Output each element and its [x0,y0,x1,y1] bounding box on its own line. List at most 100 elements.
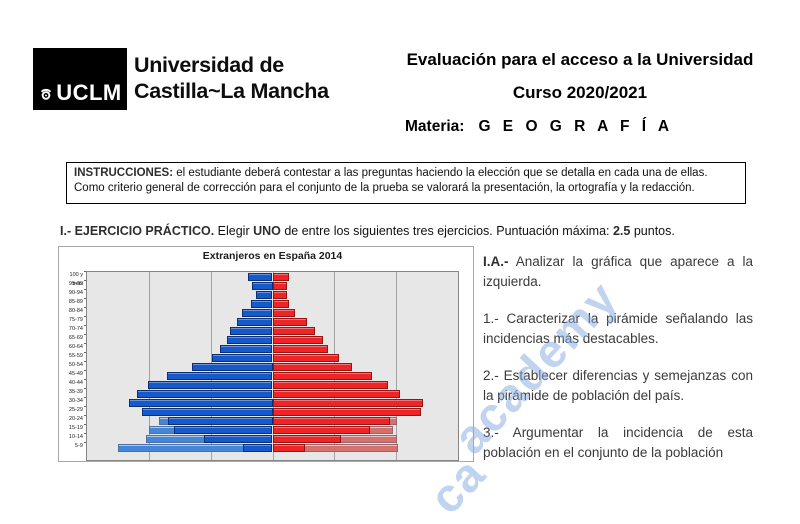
bar-mujeres-20-24 [272,416,390,425]
axis-tick [84,361,86,362]
title-line1: Evaluación para el acceso a la Universid… [406,50,754,69]
bar-mujeres-15-19 [272,425,371,434]
age-label: 60-64 [68,344,83,350]
exercise-header: I.- EJERCICIO PRÁCTICO. Elegir UNO de en… [60,224,770,238]
instructions-box: INSTRUCCIONES: el estudiante deberá cont… [66,162,746,204]
population-pyramid-chart: Extranjeros en España 2014 100 y más 95-9… [58,246,474,462]
bar-hombres-5-9 [242,443,273,452]
bar-mujeres-60-64 [272,344,329,353]
bar-mujeres-50-54 [272,362,353,371]
axis-tick [84,415,86,416]
axis-tick [84,334,86,335]
age-label: 75-79 [68,317,83,323]
bar-mujeres-10-14 [272,434,341,443]
age-label: 70-74 [68,326,83,332]
bar-hombres-85-89 [250,299,273,308]
bar-hombres-35-39 [137,389,273,398]
age-label: 45-49 [68,371,83,377]
age-label: 95-99 [68,281,83,287]
bar-mujeres-80-84 [272,308,296,317]
axis-tick [84,307,86,308]
age-label: 65-69 [68,335,83,341]
question-3: 3.- Argumentar la incidencia de esta pob… [483,425,753,460]
bar-hombres-15-19 [173,425,273,434]
question-2: 2.- Establecer diferencias y semejanzas … [483,368,753,403]
bar-mujeres-55-59 [272,353,340,362]
chart-title: Extranjeros en España 2014 [202,250,343,262]
bar-mujeres-40-44 [272,380,389,389]
age-label: 10-14 [68,434,83,440]
axis-tick [84,298,86,299]
axis-tick [84,379,86,380]
university-name-line2: Castilla~La Mancha [134,79,329,103]
axis-tick [84,343,86,344]
bar-hombres-75-79 [236,317,273,326]
axis-tick [84,352,86,353]
gridline [148,272,150,460]
bar-mujeres-70-74 [272,326,316,335]
exercise-header-text: Elegir [214,224,254,238]
question-ia-label: I.A.- [483,254,509,269]
document-title: Evaluación para el acceso a la Universid… [368,50,792,103]
bar-hombres-100ymás [248,272,273,281]
age-label: 5-9 [75,443,83,449]
gridline [396,272,398,460]
subject-value: G E O G R A F Í A [478,118,674,135]
age-label: 55-59 [68,353,83,359]
pyramid-plot [86,271,459,461]
axis-tick [84,424,86,425]
bar-mujeres-90-94 [272,290,288,299]
uclm-emblem-icon [41,89,52,100]
bar-mujeres-30-34 [272,398,424,407]
bar-mujeres-35-39 [272,389,400,398]
bar-hombres-90-94 [256,290,273,299]
axis-tick [84,280,86,281]
axis-tick [84,370,86,371]
exercise-header-points: 2.5 [612,224,631,238]
axis-tick [84,388,86,389]
age-label: 80-84 [68,308,83,314]
bar-hombres-50-54 [191,362,273,371]
age-label: 15-19 [68,425,83,431]
age-label: 20-24 [68,416,83,422]
instructions-text: el estudiante deberá contestar a las pre… [74,167,708,194]
exercise-header-text3: puntos. [630,224,675,238]
axis-tick [84,316,86,317]
title-line2: Curso 2020/2021 [512,83,648,102]
bar-hombres-80-84 [241,308,273,317]
university-name-line1: Universidad de [134,53,284,77]
age-label: 35-39 [68,389,83,395]
bar-hombres-95-99 [251,281,273,290]
bar-hombres-55-59 [211,353,273,362]
axis-tick [84,433,86,434]
bar-hombres-45-49 [166,371,273,380]
axis-tick [84,289,86,290]
bar-hombres-20-24 [168,416,273,425]
axis-tick [84,397,86,398]
logo-acronym: UCLM [56,80,122,105]
university-name: Universidad de Castilla~La Mancha [134,52,329,104]
axis-tick [84,325,86,326]
bar-mujeres-5-9 [272,443,306,452]
exercise-header-text2: de entre los siguientes tres ejercicios.… [280,224,613,238]
bar-mujeres-85-89 [272,299,289,308]
age-label: 50-54 [68,362,83,368]
subject-label: Materia: [405,118,465,135]
subject-line: Materia: G E O G R A F Í A [405,118,673,136]
bar-mujeres-65-69 [272,335,324,344]
axis-tick [84,406,86,407]
age-label: 90-94 [68,290,83,296]
axis-tick [84,271,86,272]
bar-mujeres-25-29 [272,407,421,416]
bar-hombres-60-64 [219,344,273,353]
age-label: 40-44 [68,380,83,386]
age-label: 100 y más [69,272,83,287]
bar-hombres-70-74 [229,326,273,335]
instructions-lead: INSTRUCCIONES: [74,167,174,179]
uclm-logo: UCLM [33,48,127,110]
exercise-header-uno: UNO [253,224,281,238]
exercise-header-bold: I.- EJERCICIO PRÁCTICO. [60,224,215,238]
age-label: 25-29 [68,407,83,413]
bar-hombres-30-34 [129,398,273,407]
bar-hombres-65-69 [227,335,273,344]
